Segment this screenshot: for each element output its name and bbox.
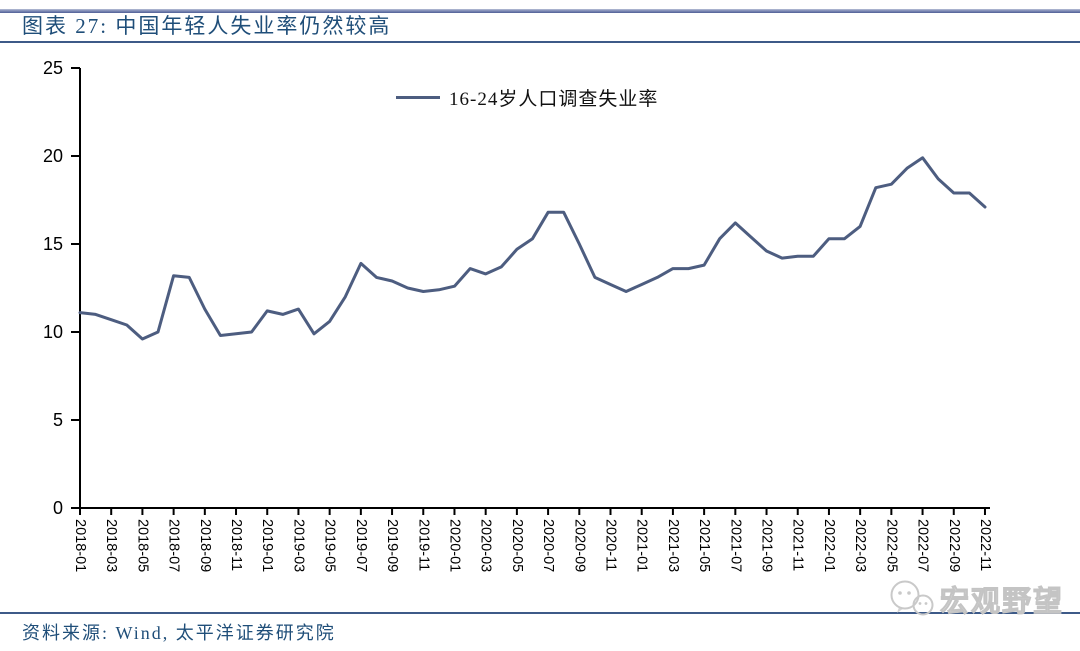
legend: 16-24岁人口调查失业率 [396, 84, 658, 111]
figure-title: 图表 27: 中国年轻人失业率仍然较高 [22, 14, 392, 38]
x-tick-label: 2018-03 [103, 519, 119, 572]
source-rule [0, 612, 1080, 614]
x-tick-label: 2022-03 [852, 519, 868, 572]
y-tick-label: 0 [53, 498, 63, 518]
y-tick-label: 25 [43, 58, 63, 78]
x-tick-label: 2020-09 [571, 519, 587, 572]
legend-line-swatch [396, 96, 440, 99]
y-tick-label: 20 [43, 146, 63, 166]
x-tick-label: 2020-11 [603, 519, 619, 571]
x-tick-label: 2021-05 [696, 519, 712, 572]
y-tick-label: 5 [53, 410, 63, 430]
y-tick-label: 10 [43, 322, 63, 342]
x-tick-label: 2021-01 [634, 519, 650, 572]
x-tick-label: 2019-01 [259, 519, 275, 572]
x-tick-label: 2020-03 [478, 519, 494, 572]
x-tick-label: 2020-01 [446, 519, 462, 572]
x-tick-label: 2018-09 [197, 519, 213, 572]
x-tick-label: 2019-11 [415, 519, 431, 571]
x-tick-label: 2022-05 [883, 519, 899, 572]
x-tick-label: 2022-09 [946, 519, 962, 572]
x-tick-label: 2021-09 [759, 519, 775, 572]
title-underline [0, 41, 1080, 43]
x-tick-label: 2022-07 [915, 519, 931, 572]
x-tick-label: 2021-07 [727, 519, 743, 572]
x-tick-label: 2019-03 [290, 519, 306, 572]
x-tick-label: 2022-11 [977, 519, 993, 571]
x-tick-label: 2018-07 [166, 519, 182, 572]
x-tick-label: 2018-11 [228, 519, 244, 571]
x-tick-label: 2021-03 [665, 519, 681, 572]
x-tick-label: 2020-05 [509, 519, 525, 572]
unemployment-rate-line [78, 156, 987, 341]
y-tick-label: 15 [43, 234, 63, 254]
x-tick-label: 2018-01 [72, 519, 88, 572]
x-tick-label: 2022-01 [821, 519, 837, 572]
x-tick-label: 2019-05 [322, 519, 338, 572]
x-tick-label: 2021-11 [790, 519, 806, 571]
top-rule [0, 9, 1080, 13]
x-tick-label: 2018-05 [134, 519, 150, 572]
x-tick-label: 2019-09 [384, 519, 400, 572]
legend-label: 16-24岁人口调查失业率 [449, 89, 659, 110]
x-tick-label: 2019-07 [353, 519, 369, 572]
x-tick-label: 2020-07 [540, 519, 556, 572]
source-note: 资料来源: Wind, 太平洋证券研究院 [22, 623, 336, 643]
